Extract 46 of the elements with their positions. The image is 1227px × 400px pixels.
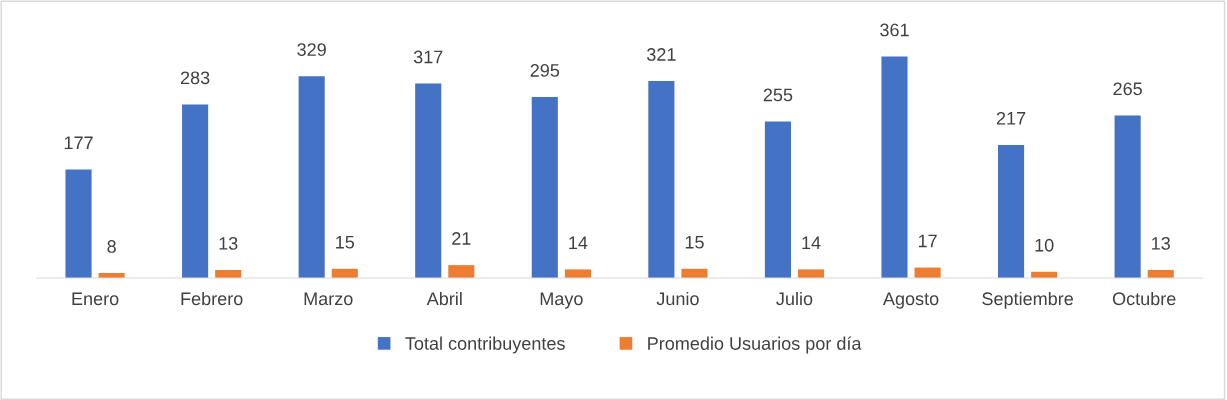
data-label: 177 [64, 136, 93, 150]
bar [298, 76, 325, 278]
bar [648, 81, 675, 278]
legend-label: Promedio Usuarios por día [648, 336, 862, 354]
data-label: 217 [996, 111, 1026, 125]
x-tick-label: Septiembre [982, 291, 1073, 309]
data-label: 321 [646, 48, 676, 61]
bar [681, 268, 708, 278]
data-label: 265 [1113, 82, 1142, 96]
legend-label: Total contribuyentes [405, 336, 565, 354]
data-label: 361 [880, 23, 909, 37]
x-tick-label: Enero [72, 292, 119, 306]
data-label: 255 [763, 88, 793, 102]
bar [797, 269, 825, 278]
x-tick-label: Febrero [181, 291, 243, 306]
bar [65, 169, 92, 278]
bar [881, 56, 908, 278]
data-label: 17 [918, 234, 937, 248]
data-label: 15 [336, 235, 355, 249]
data-label: 13 [219, 237, 238, 250]
data-label: 329 [297, 43, 326, 56]
data-label: 317 [413, 50, 443, 64]
x-tick-label: Octubre [1112, 291, 1176, 306]
data-label: 14 [802, 236, 821, 249]
data-label: 295 [530, 64, 560, 77]
bar [182, 104, 209, 278]
x-tick-label: Mayo [540, 292, 583, 309]
x-tick-label: Julio [776, 291, 813, 306]
data-label: 13 [1152, 237, 1170, 250]
data-label: 8 [107, 240, 116, 253]
bar [998, 144, 1025, 278]
bar [415, 83, 442, 278]
bar [564, 269, 591, 278]
data-label: 10 [1035, 238, 1054, 252]
bar [531, 97, 558, 278]
bar [764, 121, 791, 278]
x-tick-label: Abril [426, 291, 462, 306]
x-tick-label: Marzo [304, 292, 353, 306]
data-label: 14 [569, 236, 588, 249]
x-tick-label: Agosto [882, 292, 939, 309]
bar [1114, 115, 1141, 278]
data-label: 15 [685, 235, 704, 249]
data-label: 283 [180, 71, 210, 85]
x-tick-label: Junio [656, 291, 699, 306]
bar [448, 265, 475, 278]
data-label: 21 [452, 232, 471, 245]
